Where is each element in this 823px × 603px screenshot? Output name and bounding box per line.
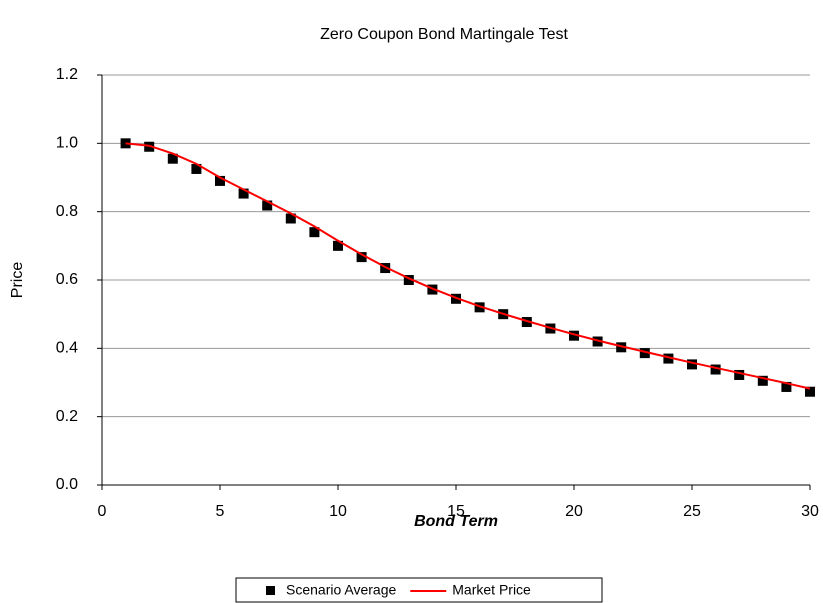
x-tick-label: 10 xyxy=(329,503,347,520)
y-tick-label: 0.4 xyxy=(56,340,78,357)
chart-title: Zero Coupon Bond Martingale Test xyxy=(320,26,568,43)
x-tick-label: 25 xyxy=(683,503,701,520)
x-tick-label: 30 xyxy=(801,503,819,520)
scenario-marker xyxy=(333,240,343,251)
scenario-marker xyxy=(569,330,579,341)
x-tick-label: 0 xyxy=(98,503,107,520)
scenario-marker xyxy=(710,364,721,375)
scenario-marker xyxy=(687,359,697,370)
scenario-marker xyxy=(262,200,273,211)
scenario-marker xyxy=(403,275,414,285)
scenario-marker xyxy=(309,227,320,238)
y-tick-label: 0.2 xyxy=(56,408,78,425)
scenario-marker xyxy=(285,213,296,224)
x-tick-label: 20 xyxy=(565,503,583,520)
y-tick-label: 0.8 xyxy=(56,203,78,220)
scenario-marker xyxy=(781,381,792,392)
scenario-marker xyxy=(757,375,768,386)
scenario-marker xyxy=(215,175,225,186)
legend-label: Market Price xyxy=(452,582,531,598)
y-tick-label: 0.6 xyxy=(56,271,78,288)
y-axis-label: Price xyxy=(9,262,26,299)
scenario-marker xyxy=(639,348,650,359)
scenario-marker xyxy=(356,252,367,263)
x-tick-label: 15 xyxy=(447,503,465,520)
y-tick-label: 0.0 xyxy=(56,476,78,493)
scenario-marker xyxy=(191,163,202,174)
x-tick-label: 5 xyxy=(216,503,225,520)
scenario-marker xyxy=(805,386,815,397)
y-tick-label: 1.2 xyxy=(56,66,78,83)
scenario-marker xyxy=(663,353,674,364)
x-axis-label: Bond Term xyxy=(414,513,498,530)
market-line xyxy=(125,142,811,390)
scenario-marker xyxy=(167,153,178,164)
scenario-marker xyxy=(734,369,745,380)
legend-label: Scenario Average xyxy=(286,582,396,598)
scenario-marker xyxy=(238,188,249,199)
y-tick-label: 1.0 xyxy=(56,135,78,152)
legend-marker xyxy=(266,586,275,595)
